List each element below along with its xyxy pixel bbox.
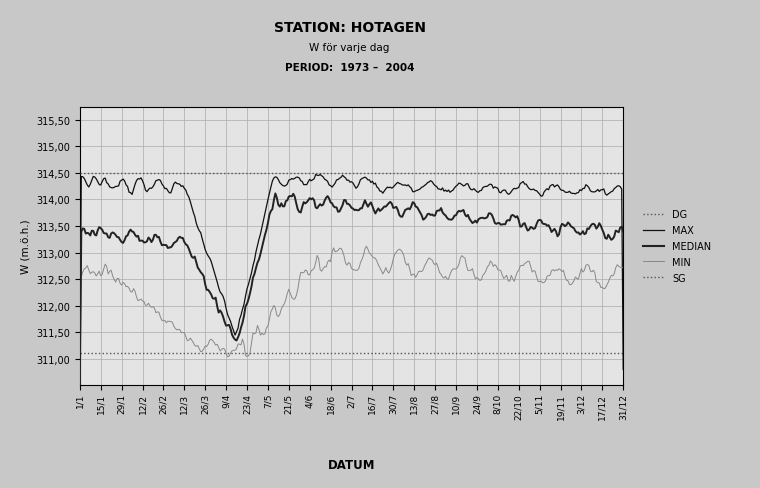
Text: PERIOD:  1973 –  2004: PERIOD: 1973 – 2004 bbox=[285, 63, 414, 73]
Text: W för varje dag: W för varje dag bbox=[309, 43, 390, 53]
X-axis label: DATUM: DATUM bbox=[328, 458, 375, 471]
Y-axis label: W (m.ö.h.): W (m.ö.h.) bbox=[21, 219, 30, 274]
Text: STATION: HOTAGEN: STATION: HOTAGEN bbox=[274, 21, 426, 35]
Legend: DG, MAX, MEDIAN, MIN, SG: DG, MAX, MEDIAN, MIN, SG bbox=[639, 206, 715, 287]
